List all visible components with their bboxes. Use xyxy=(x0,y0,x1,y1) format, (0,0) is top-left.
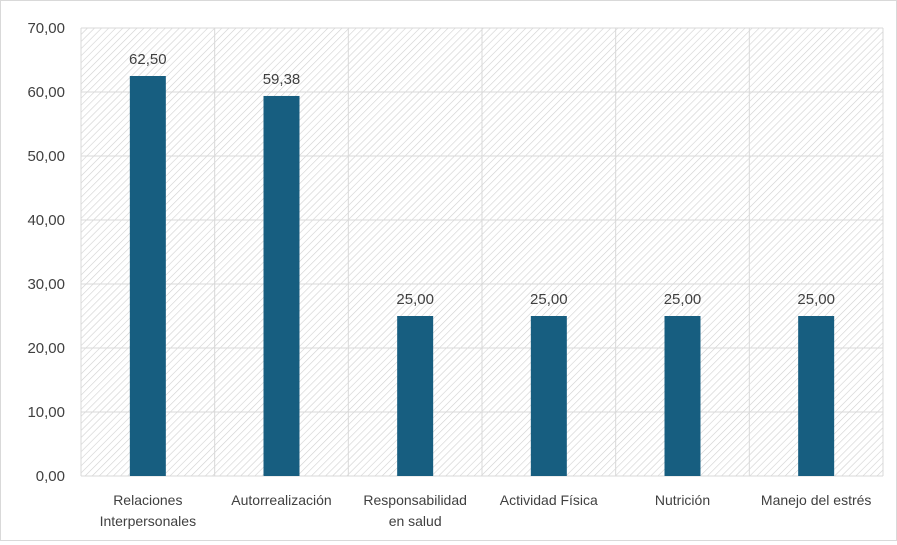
bar xyxy=(798,316,835,476)
bar-value-label: 25,00 xyxy=(664,291,702,308)
y-axis: 0,00 10,00 20,00 30,00 40,00 50,00 60,00 70,00 xyxy=(27,20,65,485)
bar xyxy=(263,95,300,476)
y-tick-label: 0,00 xyxy=(36,468,65,485)
x-category-label: Relaciones xyxy=(113,492,182,508)
data-labels: 62,50 59,38 25,00 25,00 25,00 25,00 xyxy=(129,51,835,308)
bar xyxy=(664,316,701,476)
grid-lines xyxy=(80,27,884,477)
bar-value-label: 62,50 xyxy=(129,51,167,68)
y-tick-label: 20,00 xyxy=(27,340,65,357)
x-category-label: Autorrealización xyxy=(231,492,331,508)
y-tick-label: 10,00 xyxy=(27,404,65,421)
bar xyxy=(397,316,434,476)
x-category-label: Actividad Física xyxy=(500,492,598,508)
bar xyxy=(530,316,567,476)
x-category-label: en salud xyxy=(389,513,442,529)
x-category-label: Interpersonales xyxy=(100,513,197,529)
bar-value-label: 25,00 xyxy=(396,291,434,308)
x-axis: Relaciones Interpersonales Autorrealizació… xyxy=(100,492,872,529)
y-tick-label: 60,00 xyxy=(27,84,65,101)
bar xyxy=(129,76,166,476)
bars xyxy=(129,76,835,476)
y-tick-label: 40,00 xyxy=(27,212,65,229)
y-tick-label: 50,00 xyxy=(27,148,65,165)
bar-value-label: 25,00 xyxy=(797,291,835,308)
x-category-label: Manejo del estrés xyxy=(761,492,872,508)
bar-value-label: 59,38 xyxy=(263,71,301,88)
y-tick-label: 70,00 xyxy=(27,20,65,37)
x-category-label: Responsabilidad xyxy=(363,492,467,508)
bar-value-label: 25,00 xyxy=(530,291,568,308)
y-tick-label: 30,00 xyxy=(27,276,65,293)
x-category-label: Nutrición xyxy=(655,492,710,508)
